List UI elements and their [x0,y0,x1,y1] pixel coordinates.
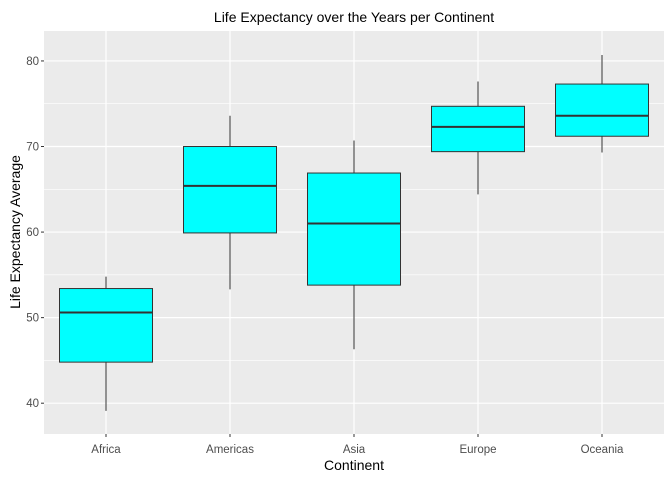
x-tick-label: Oceania [581,444,624,456]
y-tick-label: 50 [26,313,39,325]
box-asia [307,140,401,350]
y-axis-label: Life Expectancy Average [7,155,23,309]
box-europe [431,81,525,195]
x-axis-label: Continent [324,457,384,473]
x-tick-label: Americas [206,444,254,456]
x-tick-label: Africa [91,444,121,456]
y-tick-label: 40 [26,398,39,410]
box-iqr [555,83,649,137]
y-tick-label: 60 [26,227,39,239]
x-tick-label: Europe [459,444,496,456]
box-iqr [59,288,153,363]
box-iqr [307,172,401,286]
chart-title: Life Expectancy over the Years per Conti… [214,9,494,25]
box-africa [59,276,153,411]
y-axis: 40 50 60 70 80 [26,56,44,410]
box-iqr [431,105,525,153]
box-oceania [555,54,649,153]
box-iqr [183,146,277,234]
box-americas [183,115,277,290]
boxes [59,54,649,411]
y-tick-label: 80 [26,56,39,68]
y-tick-label: 70 [26,142,39,154]
x-tick-label: Asia [343,444,366,456]
x-axis: Africa Americas Asia Europe Oceania [91,434,624,456]
